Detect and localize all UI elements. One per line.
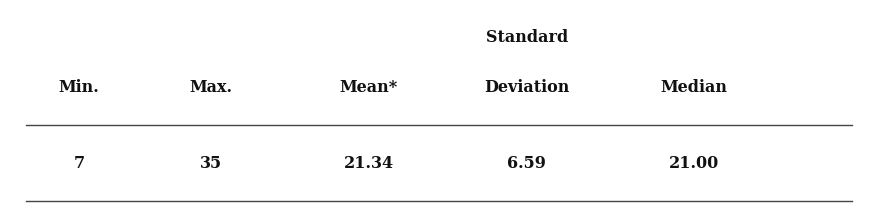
Text: Median: Median	[660, 79, 726, 96]
Text: Mean*: Mean*	[339, 79, 397, 96]
Text: Standard: Standard	[485, 29, 567, 46]
Text: 35: 35	[199, 154, 222, 172]
Text: Min.: Min.	[59, 79, 99, 96]
Text: Max.: Max.	[189, 79, 232, 96]
Text: Deviation: Deviation	[483, 79, 569, 96]
Text: 21.34: 21.34	[343, 154, 394, 172]
Text: 6.59: 6.59	[507, 154, 545, 172]
Text: 21.00: 21.00	[667, 154, 718, 172]
Text: 7: 7	[74, 154, 84, 172]
